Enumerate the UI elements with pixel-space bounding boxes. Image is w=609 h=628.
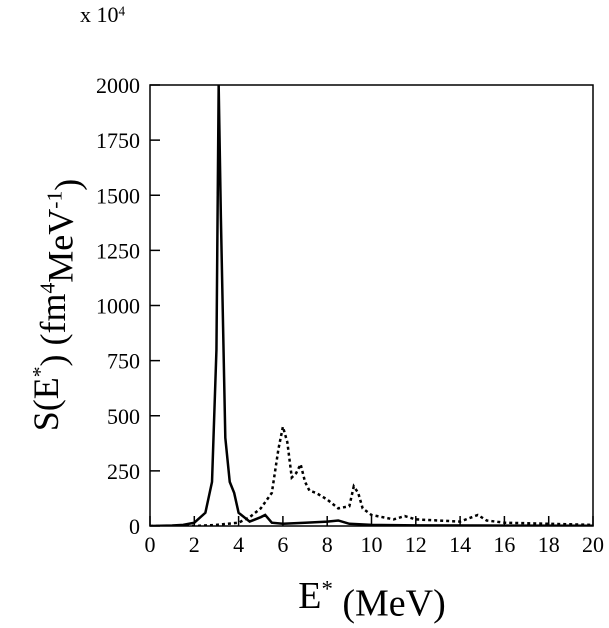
label-part: MeV bbox=[40, 209, 80, 283]
label-part: ) bbox=[48, 179, 88, 191]
multiplier: x 104 bbox=[80, 2, 126, 27]
label-part: * bbox=[28, 366, 52, 377]
label-part: ) (fm bbox=[33, 294, 73, 367]
y-tick-label: 2000 bbox=[96, 73, 140, 98]
label-part: -1 bbox=[43, 191, 67, 209]
label-part: E bbox=[298, 575, 321, 617]
y-tick-label: 250 bbox=[107, 459, 140, 484]
y-tick-label: 750 bbox=[107, 349, 140, 374]
x-tick-label: 2 bbox=[189, 532, 200, 557]
label-part: S(E bbox=[26, 377, 66, 431]
y-tick-label: 1250 bbox=[96, 238, 140, 263]
x-tick-label: 4 bbox=[233, 532, 244, 557]
y-tick-label: 1000 bbox=[96, 294, 140, 319]
y-tick-label: 1750 bbox=[96, 128, 140, 153]
x-tick-label: 6 bbox=[277, 532, 288, 557]
label-part: 4 bbox=[119, 3, 126, 18]
label-part: 4 bbox=[35, 283, 59, 294]
y-axis-label: S(E*) (fm4MeV-1) bbox=[26, 179, 88, 432]
y-tick-label: 500 bbox=[107, 404, 140, 429]
y-tick-label: 1500 bbox=[96, 183, 140, 208]
x-tick-label: 16 bbox=[493, 532, 515, 557]
x-axis-label: E* (MeV) bbox=[298, 575, 446, 625]
series-line bbox=[150, 426, 593, 526]
x-tick-label: 8 bbox=[322, 532, 333, 557]
label-part: (MeV) bbox=[333, 583, 446, 625]
x-tick-label: 12 bbox=[405, 532, 427, 557]
label-part: x 10 bbox=[80, 2, 119, 27]
x-tick-label: 20 bbox=[582, 532, 604, 557]
x-tick-label: 14 bbox=[449, 532, 471, 557]
y-tick-label: 0 bbox=[129, 514, 140, 539]
x-tick-label: 10 bbox=[361, 532, 383, 557]
x-tick-label: 18 bbox=[538, 532, 560, 557]
series-line bbox=[150, 84, 593, 526]
x-tick-label: 0 bbox=[145, 532, 156, 557]
label-part: * bbox=[321, 577, 332, 602]
